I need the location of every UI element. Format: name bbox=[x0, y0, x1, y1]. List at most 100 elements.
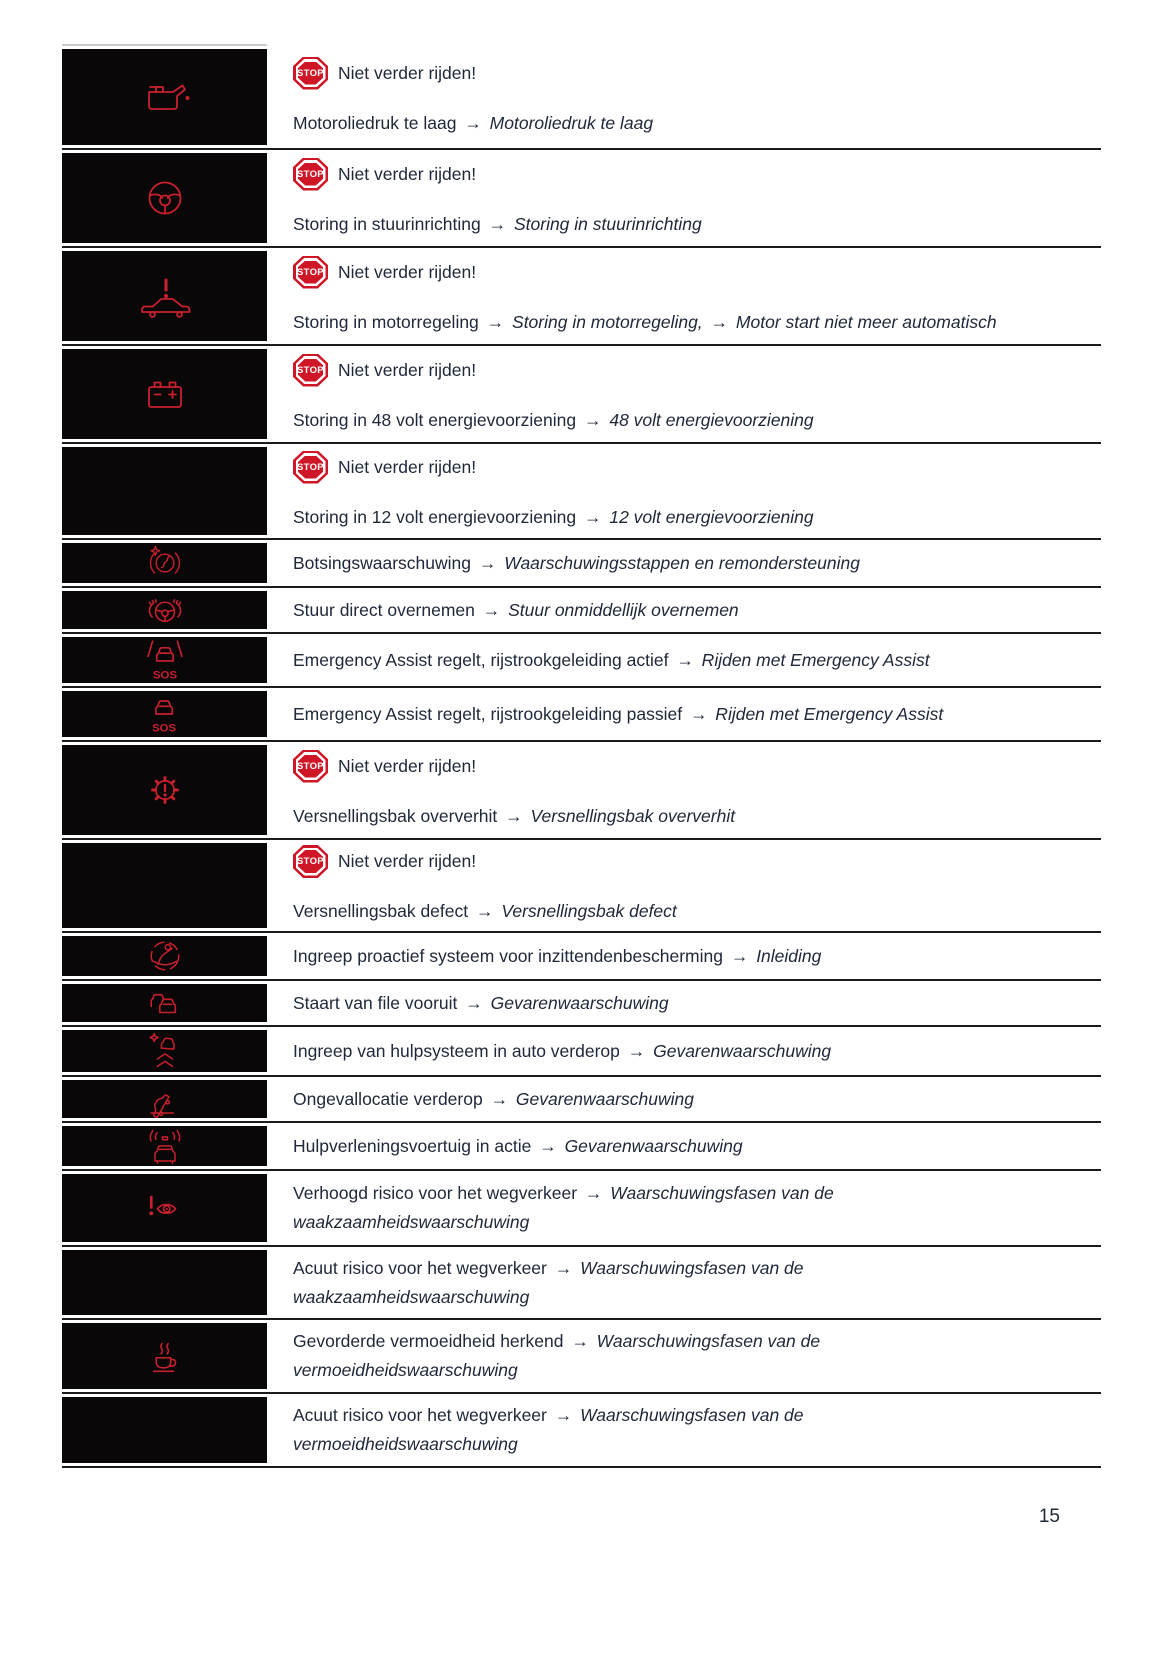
arrow-glyph: → bbox=[478, 552, 497, 573]
stop-sign-icon: STOP bbox=[293, 353, 328, 387]
assist-intervention-icon bbox=[145, 1030, 185, 1072]
stop-warning-text: Niet verder rijden! bbox=[338, 62, 477, 83]
warning-row: SOS Emergency Assist regelt, rijstrookge… bbox=[62, 634, 1101, 688]
empty-icon-cell bbox=[62, 447, 267, 535]
warning-text-cell: Verhoogd risico voor het wegverkeer → Wa… bbox=[267, 1171, 1101, 1245]
reference-text: Gevarenwaarschuwing bbox=[511, 1088, 694, 1109]
reference-text: Waarschuwingsfasen van de bbox=[575, 1405, 804, 1425]
emergency-assist-lane-icon-cell: SOS bbox=[62, 637, 267, 683]
warning-description: Ongevallocatie verderop → Gevarenwaarsch… bbox=[293, 1085, 1093, 1114]
occupant-protection-icon-cell bbox=[62, 936, 267, 976]
warning-description: Emergency Assist regelt, rijstrookgeleid… bbox=[293, 700, 1093, 729]
arrow-glyph: → bbox=[730, 945, 749, 966]
svg-text:SOS: SOS bbox=[152, 669, 177, 681]
engine-control-fault-icon-cell bbox=[62, 251, 267, 341]
reference-text: waakzaamheidswaarschuwing bbox=[293, 1212, 530, 1232]
warning-row: Verhoogd risico voor het wegverkeer → Wa… bbox=[62, 1171, 1101, 1247]
stop-sign-icon: STOP bbox=[293, 157, 328, 191]
stop-warning-line: STOP Niet verder rijden! bbox=[293, 845, 1093, 878]
warning-label: Staart van file vooruit bbox=[293, 992, 463, 1013]
reference-text: Versnellingsbak oververhit bbox=[525, 805, 736, 826]
warning-text-cell: STOP Niet verder rijden! Storing in stuuri… bbox=[267, 150, 1101, 246]
empty-icon-cell bbox=[62, 1397, 267, 1463]
fatigue-warning-icon bbox=[145, 1335, 185, 1377]
accident-location-icon bbox=[145, 1080, 185, 1118]
arrow-glyph: → bbox=[689, 703, 708, 724]
fatigue-warning-icon-cell bbox=[62, 1323, 267, 1389]
warning-description: Emergency Assist regelt, rijstrookgeleid… bbox=[293, 646, 1093, 675]
arrow-glyph: → bbox=[539, 1135, 557, 1156]
arrow-glyph: → bbox=[583, 409, 602, 430]
warning-row: STOP Niet verder rijden! Motoroliedruk te … bbox=[62, 46, 1101, 150]
gearbox-overheat-icon bbox=[141, 766, 189, 814]
warning-text-cell: STOP Niet verder rijden! Motoroliedruk te … bbox=[267, 46, 1101, 148]
assist-intervention-icon-cell bbox=[62, 1030, 267, 1072]
steering-fault-icon-cell bbox=[62, 153, 267, 243]
stop-warning-line: STOP Niet verder rijden! bbox=[293, 749, 1093, 783]
warning-description: Acuut risico voor het wegverkeer → Waars… bbox=[293, 1254, 1093, 1312]
reference-text: Storing in motorregeling, bbox=[507, 311, 708, 332]
warning-label: Verhoogd risico voor het wegverkeer bbox=[293, 1183, 582, 1203]
stop-warning-line: STOP Niet verder rijden! bbox=[293, 255, 1093, 289]
warning-description: Storing in 12 volt energievoorziening → … bbox=[293, 503, 1093, 532]
arrow-glyph: → bbox=[488, 213, 507, 234]
battery-48v-icon-cell bbox=[62, 349, 267, 439]
reference-text: vermoeidheidswaarschuwing bbox=[293, 1434, 518, 1454]
arrow-glyph: → bbox=[475, 901, 494, 921]
warning-label: Botsingswaarschuwing bbox=[293, 552, 476, 573]
reference-text: Gevarenwaarschuwing bbox=[559, 1135, 743, 1156]
warning-text-cell: Acuut risico voor het wegverkeer → Waars… bbox=[267, 1247, 1101, 1318]
reference-text: Waarschuwingsfasen van de bbox=[575, 1257, 804, 1278]
reference-text: vermoeidheidswaarschuwing bbox=[293, 1360, 518, 1380]
warning-label: Gevorderde vermoeidheid herkend bbox=[293, 1331, 569, 1351]
warning-row: SOS Emergency Assist regelt, rijstrookge… bbox=[62, 688, 1101, 742]
warning-row: Acuut risico voor het wegverkeer → Waars… bbox=[62, 1247, 1101, 1320]
reference-text: Waarschuwingsfasen van de bbox=[591, 1331, 821, 1351]
warning-label: Versnellingsbak oververhit bbox=[293, 805, 503, 826]
oil-pressure-icon-cell bbox=[62, 49, 267, 145]
warning-label: Acuut risico voor het wegverkeer bbox=[293, 1257, 552, 1278]
stop-warning-text: Niet verder rijden! bbox=[338, 163, 477, 184]
warning-label: Emergency Assist regelt, rijstrookgeleid… bbox=[293, 703, 687, 724]
reference-text: Rijden met Emergency Assist bbox=[696, 649, 930, 670]
emergency-vehicle-icon-cell bbox=[62, 1126, 267, 1166]
warning-text-cell: STOP Niet verder rijden! Storing in 48 vol… bbox=[267, 346, 1101, 442]
warning-description: Stuur direct overnemen → Stuur onmiddell… bbox=[293, 596, 1093, 625]
warning-text-cell: Ingreep van hulpsysteem in auto verderop… bbox=[267, 1027, 1101, 1075]
alertness-warning-icon bbox=[142, 1190, 188, 1226]
warning-text-cell: Ingreep proactief systeem voor inzittend… bbox=[267, 933, 1101, 979]
arrow-glyph: → bbox=[676, 649, 694, 670]
warning-label: Ingreep proactief systeem voor inzittend… bbox=[293, 945, 728, 966]
reference-text: Gevarenwaarschuwing bbox=[648, 1040, 832, 1061]
warning-row: STOP Niet verder rijden! Storing in stuuri… bbox=[62, 150, 1101, 248]
warning-description: Staart van file vooruit → Gevarenwaarsch… bbox=[293, 989, 1093, 1018]
stop-sign-icon: STOP bbox=[293, 450, 328, 484]
reference-text: Motor start niet meer automatisch bbox=[731, 311, 997, 332]
stop-warning-text: Niet verder rijden! bbox=[338, 456, 477, 477]
traffic-jam-icon bbox=[142, 984, 188, 1022]
warning-row: STOP Niet verder rijden! Versnellingsbak d… bbox=[62, 840, 1101, 933]
gearbox-overheat-icon-cell bbox=[62, 745, 267, 835]
empty-icon-cell bbox=[62, 843, 267, 928]
reference-text: 48 volt energievoorziening bbox=[604, 409, 814, 430]
warning-text-cell: Gevorderde vermoeidheid herkend → Waarsc… bbox=[267, 1320, 1101, 1392]
warning-label: Ingreep van hulpsysteem in auto verderop bbox=[293, 1040, 625, 1061]
occupant-protection-icon bbox=[143, 936, 187, 976]
emergency-assist-lane-icon: SOS bbox=[143, 637, 187, 683]
stop-warning-text: Niet verder rijden! bbox=[338, 261, 477, 282]
collision-warning-icon-cell bbox=[62, 543, 267, 583]
warning-description: Storing in 48 volt energievoorziening → … bbox=[293, 406, 1093, 435]
reference-text: Motoroliedruk te laag bbox=[484, 112, 654, 133]
warning-table: STOP Niet verder rijden! Motoroliedruk te … bbox=[62, 44, 1101, 1468]
warning-label: Storing in 48 volt energievoorziening bbox=[293, 409, 581, 430]
warning-row: STOP Niet verder rijden! Versnellingsbak o… bbox=[62, 742, 1101, 840]
warning-text-cell: Acuut risico voor het wegverkeer → Waars… bbox=[267, 1394, 1101, 1466]
traffic-jam-icon-cell bbox=[62, 984, 267, 1022]
warning-row: Stuur direct overnemen → Stuur onmiddell… bbox=[62, 588, 1101, 634]
emergency-assist-icon: SOS bbox=[145, 692, 185, 736]
page-number: 15 bbox=[1038, 1506, 1060, 1527]
reference-text: Versnellingsbak defect bbox=[496, 901, 677, 921]
empty-icon-cell bbox=[62, 1250, 267, 1315]
arrow-glyph: → bbox=[627, 1040, 646, 1061]
